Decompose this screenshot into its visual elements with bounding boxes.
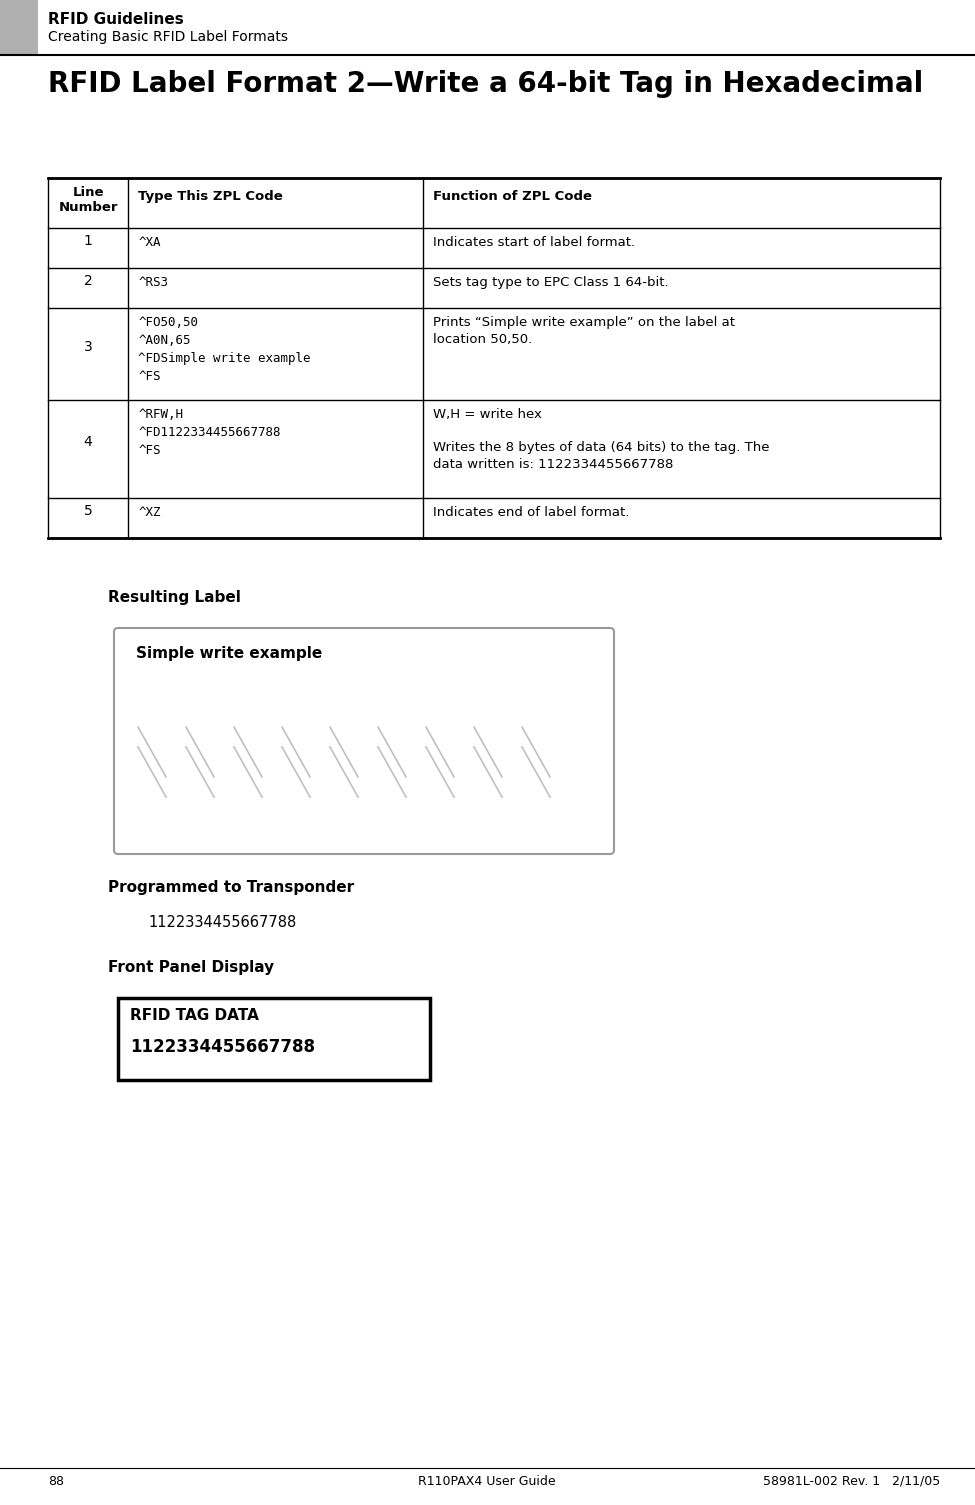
Text: Line
Number: Line Number xyxy=(58,187,118,214)
Text: Indicates end of label format.: Indicates end of label format. xyxy=(433,506,629,519)
Text: ^FO50,50
^A0N,65
^FDSimple write example
^FS: ^FO50,50 ^A0N,65 ^FDSimple write example… xyxy=(138,316,311,382)
Text: 4: 4 xyxy=(84,435,93,448)
Text: RFID TAG DATA: RFID TAG DATA xyxy=(130,1008,259,1023)
Text: ^RS3: ^RS3 xyxy=(138,275,169,289)
Text: ^XA: ^XA xyxy=(138,236,161,248)
Text: R110PAX4 User Guide: R110PAX4 User Guide xyxy=(418,1475,556,1488)
Text: Programmed to Transponder: Programmed to Transponder xyxy=(108,880,354,895)
Text: 5: 5 xyxy=(84,504,93,518)
Text: Sets tag type to EPC Class 1 64-bit.: Sets tag type to EPC Class 1 64-bit. xyxy=(433,275,668,289)
Text: Resulting Label: Resulting Label xyxy=(108,590,241,605)
Text: 1122334455667788: 1122334455667788 xyxy=(148,915,296,930)
Bar xyxy=(118,998,430,1081)
Text: Type This ZPL Code: Type This ZPL Code xyxy=(138,190,283,203)
Text: 3: 3 xyxy=(84,340,93,354)
Text: 1122334455667788: 1122334455667788 xyxy=(130,1038,315,1057)
Text: W,H = write hex

Writes the 8 bytes of data (64 bits) to the tag. The
data writt: W,H = write hex Writes the 8 bytes of da… xyxy=(433,408,769,471)
Text: 2: 2 xyxy=(84,274,93,287)
FancyBboxPatch shape xyxy=(114,628,614,853)
Text: 58981L-002 Rev. 1   2/11/05: 58981L-002 Rev. 1 2/11/05 xyxy=(762,1475,940,1488)
Text: Simple write example: Simple write example xyxy=(136,646,323,661)
Text: RFID Label Format 2—Write a 64-bit Tag in Hexadecimal: RFID Label Format 2—Write a 64-bit Tag i… xyxy=(48,71,923,98)
Text: ^RFW,H
^FD1122334455667788
^FS: ^RFW,H ^FD1122334455667788 ^FS xyxy=(138,408,281,458)
Text: 88: 88 xyxy=(48,1475,64,1488)
Text: Prints “Simple write example” on the label at
location 50,50.: Prints “Simple write example” on the lab… xyxy=(433,316,734,346)
Text: Front Panel Display: Front Panel Display xyxy=(108,960,274,975)
Text: RFID Guidelines: RFID Guidelines xyxy=(48,12,183,27)
Text: ^XZ: ^XZ xyxy=(138,506,161,519)
Text: Function of ZPL Code: Function of ZPL Code xyxy=(433,190,592,203)
Bar xyxy=(0,0,38,56)
Text: Creating Basic RFID Label Formats: Creating Basic RFID Label Formats xyxy=(48,30,288,44)
Text: Indicates start of label format.: Indicates start of label format. xyxy=(433,236,635,248)
Text: 1: 1 xyxy=(84,233,93,248)
